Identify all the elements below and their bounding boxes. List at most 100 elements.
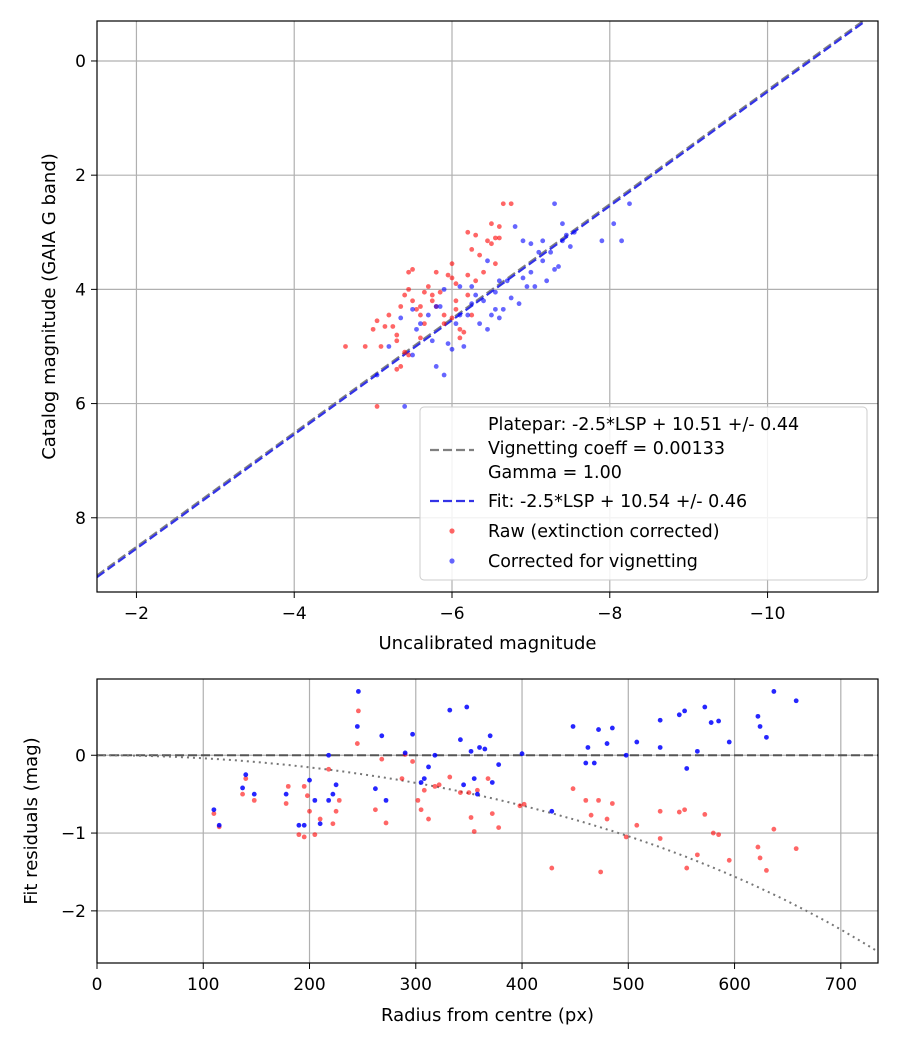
legend-marker: [449, 558, 455, 564]
raw-residual-point: [418, 807, 424, 813]
bottom-x-tick-label: 700: [825, 975, 857, 995]
raw-point: [453, 281, 459, 287]
raw-residual-point: [354, 741, 360, 746]
corrected-point: [441, 286, 447, 292]
corrected-point: [437, 304, 443, 309]
corrected-point: [402, 404, 408, 409]
raw-point: [473, 232, 479, 238]
raw-residual-point: [312, 832, 318, 838]
raw-residual-point: [634, 822, 640, 828]
corrected-point: [508, 295, 514, 301]
corrected-residual-point: [240, 785, 245, 791]
corrected-residual-point: [519, 751, 525, 757]
top-x-tick-label: −10: [750, 604, 786, 624]
corrected-point: [556, 264, 561, 269]
corrected-residual-point: [447, 707, 453, 713]
raw-point: [465, 229, 471, 235]
bottom-x-tick-label: 100: [187, 975, 219, 995]
raw-residual-point: [379, 756, 385, 762]
corrected-point: [465, 312, 471, 318]
legend-fit-label: Fit: -2.5*LSP + 10.54 +/- 0.46: [488, 492, 747, 512]
corrected-residual-point: [591, 760, 597, 766]
corrected-point: [461, 344, 467, 349]
corrected-point: [512, 224, 518, 229]
raw-residual-point: [426, 816, 431, 822]
corrected-residual-point: [379, 733, 385, 739]
corrected-point: [469, 301, 475, 307]
raw-residual-point: [702, 811, 708, 817]
top-axes-frame: [96, 20, 879, 593]
raw-residual-point: [521, 801, 527, 807]
raw-point: [445, 272, 451, 278]
corrected-point: [536, 249, 542, 255]
corrected-point: [516, 301, 522, 307]
raw-point: [469, 247, 475, 252]
raw-residual-point: [517, 803, 523, 809]
raw-residual-point: [466, 790, 472, 795]
raw-residual-point: [447, 774, 453, 780]
raw-point: [414, 306, 419, 312]
corrected-residual-point: [477, 745, 482, 750]
raw-residual-point: [410, 759, 415, 764]
raw-point: [465, 292, 471, 298]
corrected-residual-point: [489, 780, 495, 785]
corrected-point: [496, 315, 502, 321]
top-x-tick-label: −2: [124, 604, 149, 624]
corrected-point: [567, 244, 573, 249]
corrected-residual-point: [243, 772, 249, 778]
corrected-residual-point: [326, 752, 332, 758]
corrected-residual-point: [549, 808, 555, 814]
raw-point: [485, 238, 490, 244]
raw-point: [386, 312, 392, 318]
raw-residual-point: [468, 815, 474, 820]
raw-residual-point: [301, 834, 307, 840]
legend-series-label: Corrected for vignetting: [488, 552, 698, 572]
bottom-y-tick-label: 0: [75, 746, 86, 766]
raw-point: [489, 221, 494, 227]
corrected-residual-point: [211, 807, 217, 813]
raw-residual-point: [240, 791, 245, 797]
raw-residual-point: [399, 776, 405, 781]
raw-point: [402, 349, 408, 355]
raw-residual-point: [771, 826, 777, 832]
corrected-residual-point: [793, 698, 799, 704]
raw-point: [406, 286, 412, 292]
fit-line: [97, 21, 868, 579]
raw-residual-point: [657, 808, 663, 814]
bottom-x-tick-label: 0: [92, 975, 103, 995]
corrected-point: [477, 321, 483, 327]
raw-point: [496, 235, 502, 241]
raw-residual-point: [421, 787, 427, 793]
raw-point: [394, 366, 400, 372]
corrected-point: [528, 269, 534, 275]
corrected-residual-point: [676, 712, 682, 718]
raw-residual-point: [570, 786, 576, 792]
corrected-point: [552, 201, 557, 207]
corrected-point: [560, 221, 565, 227]
legend: Platepar: -2.5*LSP + 10.51 +/- 0.44 Vigne…: [419, 406, 868, 581]
raw-residual-point: [485, 776, 491, 781]
corrected-residual-point: [458, 737, 463, 743]
corrected-point: [469, 284, 475, 289]
corrected-residual-point: [755, 713, 761, 719]
corrected-point: [504, 278, 510, 284]
raw-residual-point: [355, 708, 361, 714]
corrected-residual-point: [468, 748, 474, 754]
legend-marker: [449, 528, 455, 534]
raw-point: [496, 224, 502, 229]
corrected-residual-point: [330, 791, 336, 797]
raw-point: [406, 269, 412, 275]
raw-point: [500, 201, 506, 207]
corrected-point: [374, 372, 380, 378]
corrected-point: [398, 315, 404, 321]
top-x-axis-label: Uncalibrated magnitude: [378, 633, 596, 654]
raw-residual-point: [793, 846, 799, 852]
raw-point: [374, 318, 380, 324]
raw-residual-point: [458, 790, 463, 795]
legend-platepar-label: Vignetting coeff = 0.00133: [488, 439, 725, 459]
raw-residual-point: [330, 821, 336, 827]
corrected-residual-point: [609, 725, 615, 731]
raw-point: [418, 304, 423, 309]
raw-point: [382, 324, 388, 329]
